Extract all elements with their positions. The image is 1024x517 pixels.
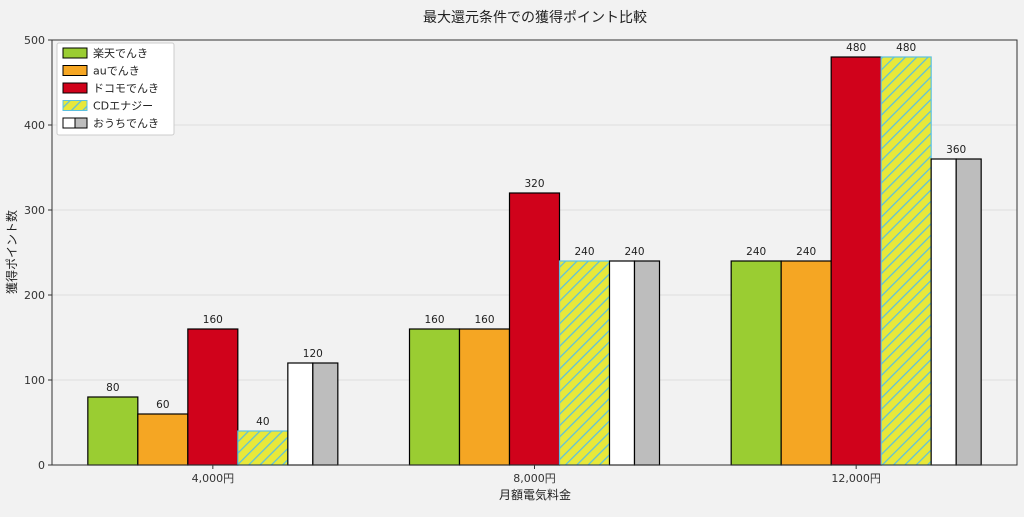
bar-1-3	[730, 260, 782, 466]
data-label: 160	[424, 314, 444, 326]
data-label: 480	[846, 42, 866, 54]
chart-title: 最大還元条件での獲得ポイント比較	[423, 9, 647, 26]
legend-swatch-5-left	[62, 117, 76, 129]
bar-4-1	[237, 430, 289, 466]
bar-1-1	[87, 396, 139, 466]
legend-swatch-5-right	[74, 117, 88, 129]
bar-4-3	[880, 56, 932, 466]
legend-swatch-2	[62, 65, 88, 76]
y-tick-label: 0	[38, 459, 45, 472]
bar-5-2-right	[633, 260, 661, 466]
data-label: 40	[256, 416, 269, 428]
x-tick-label: 8,000円	[513, 472, 556, 485]
legend-swatch-4	[62, 100, 88, 111]
bar-5-2-left	[608, 260, 636, 466]
legend-label-3: ドコモでんき	[93, 82, 159, 95]
bar-1-2	[408, 328, 461, 466]
data-label: 320	[524, 178, 544, 190]
y-axis-label: 獲得ポイント数	[4, 210, 19, 294]
y-tick-label: 500	[24, 34, 45, 47]
bar-2-2	[458, 328, 511, 466]
data-label: 240	[796, 246, 816, 258]
y-tick-label: 300	[24, 204, 45, 217]
legend-swatch-1	[62, 47, 88, 59]
data-label: 240	[574, 246, 594, 258]
bars-group	[87, 56, 982, 466]
bar-3-2	[508, 192, 561, 466]
bar-2-1	[137, 413, 189, 466]
bar-5-1-left	[287, 362, 314, 466]
bar-5-1-right	[312, 362, 339, 466]
data-label: 160	[474, 314, 494, 326]
data-label: 160	[203, 314, 223, 326]
x-axis-label: 月額電気料金	[499, 487, 571, 502]
data-label: 60	[156, 399, 169, 411]
legend-label-1: 楽天でんき	[93, 47, 148, 60]
y-tick-label: 400	[24, 119, 45, 132]
data-label: 80	[106, 382, 119, 394]
y-tick-label: 200	[24, 289, 45, 302]
x-tick-label: 4,000円	[192, 472, 235, 485]
data-label: 120	[303, 348, 323, 360]
legend-label-5: おうちでんき	[93, 117, 159, 130]
bar-3-1	[187, 328, 239, 466]
legend-label-4: CDエナジー	[93, 100, 153, 113]
data-label: 240	[624, 246, 644, 258]
data-label: 240	[746, 246, 766, 258]
legend-label-2: auでんき	[93, 65, 140, 78]
bar-5-3-right	[955, 158, 982, 466]
y-tick-label: 100	[24, 374, 45, 387]
data-labels-group: 80 60 160 40 120 160 160 320 240 240 240 240 480 480 3…	[106, 42, 966, 428]
legend-swatch-3	[62, 82, 88, 94]
bar-2-3	[780, 260, 832, 466]
data-label: 360	[946, 144, 966, 156]
bar-4-2	[558, 260, 611, 466]
x-axis-ticks: 4,000円 8,000円 12,000円	[192, 465, 881, 485]
data-label: 480	[896, 42, 916, 54]
y-axis-ticks: 0 100 200 300 400 500	[24, 34, 52, 472]
bar-5-3-left	[930, 158, 957, 466]
bar-3-3	[830, 56, 882, 466]
x-tick-label: 12,000円	[831, 472, 881, 485]
